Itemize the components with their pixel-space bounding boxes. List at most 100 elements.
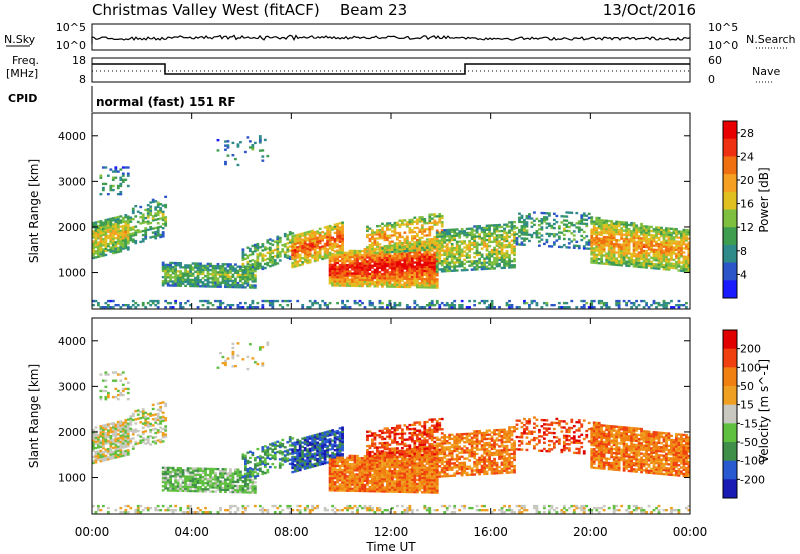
heatmap-cell bbox=[219, 490, 222, 493]
heatmap-cell bbox=[146, 212, 150, 215]
heatmap-cell bbox=[196, 471, 200, 474]
heatmap-cell bbox=[191, 284, 195, 288]
heatmap-cell bbox=[612, 242, 616, 246]
heatmap-cell bbox=[338, 263, 342, 267]
heatmap-cell bbox=[119, 250, 123, 253]
heatmap-cell bbox=[580, 238, 584, 242]
heatmap-cell bbox=[241, 284, 245, 287]
heatmap-cell bbox=[530, 217, 534, 220]
heatmap-cell bbox=[647, 262, 651, 265]
heatmap-cell bbox=[540, 238, 544, 241]
heatmap-cell bbox=[216, 299, 220, 303]
heatmap-cell bbox=[657, 263, 661, 266]
heatmap-cell bbox=[119, 426, 123, 429]
heatmap-cell bbox=[353, 276, 357, 279]
heatmap-cell bbox=[111, 456, 115, 460]
heatmap-cell bbox=[650, 248, 653, 251]
heatmap-cell bbox=[395, 221, 399, 225]
heatmap-cell bbox=[246, 467, 250, 471]
heatmap-cell bbox=[408, 255, 412, 258]
heatmap-cell bbox=[273, 240, 277, 243]
heatmap-cell bbox=[144, 233, 148, 236]
heatmap-cell bbox=[388, 242, 392, 246]
heatmap-cell bbox=[131, 431, 135, 434]
heatmap-cell bbox=[231, 480, 235, 483]
heatmap-cell bbox=[371, 241, 374, 245]
heatmap-cell bbox=[408, 273, 412, 276]
heatmap-cell bbox=[395, 254, 399, 258]
heatmap-cell bbox=[248, 473, 252, 476]
heatmap-cell bbox=[126, 426, 130, 429]
heatmap-cell bbox=[161, 436, 165, 439]
heatmap-cell bbox=[109, 451, 113, 454]
heatmap-cell bbox=[600, 252, 604, 255]
heatmap-cell bbox=[201, 299, 205, 303]
heatmap-cell bbox=[134, 428, 138, 431]
heatmap-cell bbox=[154, 440, 158, 443]
heatmap-cell bbox=[635, 306, 638, 309]
heatmap-cell bbox=[413, 281, 417, 285]
heatmap-cell bbox=[106, 192, 110, 196]
heatmap-cell bbox=[627, 244, 631, 247]
heatmap-cell bbox=[154, 442, 158, 445]
heatmap-cell bbox=[495, 228, 499, 231]
heatmap-cell bbox=[199, 490, 202, 493]
heatmap-cell bbox=[181, 489, 185, 493]
heatmap-cell bbox=[351, 262, 354, 265]
heatmap-cell bbox=[428, 251, 432, 254]
heatmap-cell bbox=[336, 222, 339, 226]
heatmap-cell bbox=[363, 262, 367, 265]
heatmap-cell bbox=[336, 226, 339, 230]
heatmap-cell bbox=[468, 239, 472, 243]
heatmap-cell bbox=[181, 282, 185, 285]
heatmap-cell bbox=[597, 257, 601, 261]
heatmap-cell bbox=[657, 247, 661, 250]
heatmap-cell bbox=[104, 448, 108, 451]
heatmap-cell bbox=[510, 247, 514, 251]
heatmap-cell bbox=[111, 249, 115, 253]
heatmap-cell bbox=[662, 233, 666, 236]
heatmap-cell bbox=[109, 449, 113, 452]
heatmap-cell bbox=[418, 275, 422, 279]
heatmap-cell bbox=[503, 246, 506, 249]
heatmap-cell bbox=[523, 231, 526, 234]
heatmap-cell bbox=[119, 422, 123, 425]
heatmap-cell bbox=[518, 235, 521, 238]
heatmap-cell bbox=[253, 475, 257, 478]
heatmap-cell bbox=[620, 260, 624, 263]
heatmap-cell bbox=[503, 258, 506, 261]
heatmap-cell bbox=[239, 489, 242, 492]
heatmap-cell bbox=[425, 275, 429, 279]
heatmap-cell bbox=[151, 301, 155, 305]
heatmap-cell bbox=[134, 409, 138, 413]
heatmap-cell bbox=[418, 251, 422, 254]
heatmap-cell bbox=[508, 262, 511, 265]
heatmap-cell bbox=[597, 231, 601, 234]
heatmap-cell bbox=[104, 432, 108, 435]
heatmap-cell bbox=[391, 246, 394, 249]
heatmap-cell bbox=[418, 228, 422, 231]
heatmap-cell bbox=[239, 472, 242, 475]
heatmap-cell bbox=[331, 236, 334, 239]
heatmap-cell bbox=[423, 277, 427, 281]
heatmap-cell bbox=[92, 248, 95, 251]
heatmap-cell bbox=[251, 485, 255, 488]
heatmap-cell bbox=[400, 277, 404, 280]
heatmap-cell bbox=[420, 253, 424, 256]
heatmap-cell bbox=[241, 286, 245, 289]
heatmap-cell bbox=[306, 243, 310, 246]
heatmap-cell bbox=[106, 449, 110, 453]
heatmap-cell bbox=[400, 221, 404, 224]
heatmap-cell bbox=[256, 462, 260, 465]
heatmap-cell bbox=[386, 262, 389, 266]
heatmap-cell bbox=[184, 469, 187, 472]
heatmap-cell bbox=[680, 261, 683, 264]
heatmap-cell bbox=[630, 232, 633, 235]
heatmap-cell bbox=[343, 257, 347, 261]
heatmap-cell bbox=[488, 259, 491, 262]
heatmap-cell bbox=[104, 434, 108, 437]
heatmap-cell bbox=[605, 306, 609, 309]
heatmap-cell bbox=[650, 246, 653, 249]
heatmap-cell bbox=[134, 430, 138, 433]
heatmap-cell bbox=[383, 232, 387, 236]
